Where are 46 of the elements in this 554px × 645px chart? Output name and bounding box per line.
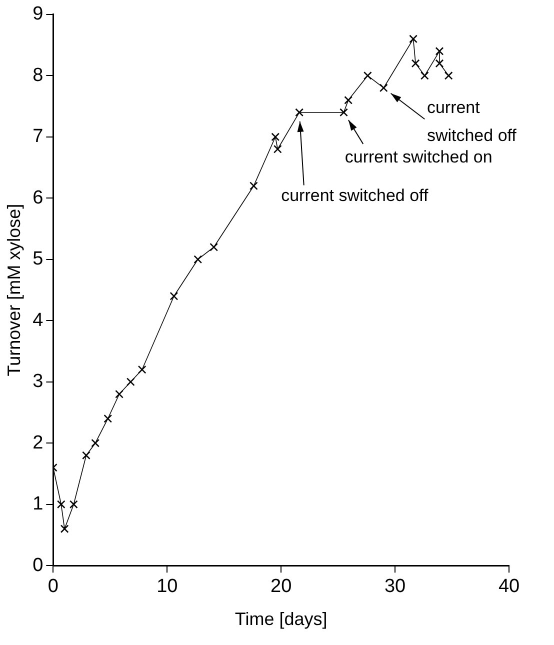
annotation: current switched off	[426, 98, 517, 145]
y-tick-label: 4	[32, 310, 44, 331]
point	[69, 500, 78, 509]
point	[295, 108, 304, 117]
x-tick-label: 30	[384, 576, 406, 598]
point	[340, 108, 348, 117]
point	[435, 46, 444, 56]
x-tick-label: 0	[48, 576, 58, 598]
point	[379, 84, 388, 92]
point	[194, 255, 202, 264]
y-tick-label: 8	[32, 64, 44, 86]
y-tick-label: 0	[32, 554, 44, 576]
point	[56, 500, 66, 509]
point	[250, 182, 258, 190]
point	[104, 414, 112, 423]
point	[411, 59, 420, 68]
x-tick-label: 40	[498, 576, 520, 598]
point	[60, 524, 69, 534]
y-tick-label: 3	[32, 371, 44, 392]
point	[115, 390, 124, 398]
y-tick-label: 2	[32, 432, 44, 454]
point	[170, 292, 178, 300]
point	[444, 71, 453, 80]
point	[126, 378, 135, 386]
point	[273, 144, 282, 154]
point	[435, 59, 444, 68]
y-tick-label: 5	[32, 248, 44, 270]
y-tick-label: 7	[32, 126, 44, 148]
x-tick-label: 20	[270, 576, 292, 598]
y-tick-label: 9	[32, 4, 44, 25]
point	[344, 96, 353, 104]
point	[82, 451, 90, 460]
point	[210, 242, 218, 252]
point	[271, 132, 280, 142]
point	[420, 71, 429, 80]
y-tick-label: 6	[32, 187, 44, 208]
x-tick-label: 10	[156, 576, 178, 598]
y-axis-title: Turnover [mM xylose]	[4, 204, 24, 376]
point	[138, 365, 146, 374]
point	[91, 438, 100, 448]
x-axis-title: Time [days]	[234, 609, 328, 630]
annotation: current switched off	[281, 186, 428, 205]
annotation: current switched on	[344, 147, 492, 166]
point	[364, 71, 372, 80]
point	[409, 34, 418, 44]
y-tick-label: 1	[32, 494, 44, 515]
